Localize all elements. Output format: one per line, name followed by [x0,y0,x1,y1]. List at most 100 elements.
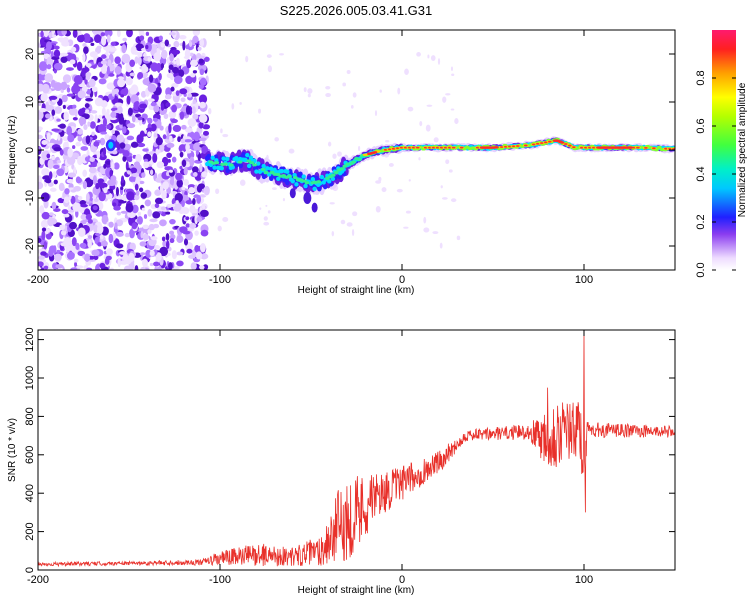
noise-blob [77,227,86,237]
noise-blob [63,111,69,121]
noise-blob [119,260,128,265]
chart-title: S225.2026.005.03.41.G31 [280,3,433,18]
noise-blob [172,124,182,133]
noise-blob [199,68,205,76]
noise-blob [168,110,177,119]
ridge-peak [372,151,378,154]
noise-blob [180,97,186,102]
noise-blob [54,253,62,262]
noise-blob [87,239,92,249]
noise-blob [138,30,143,34]
ridge-peak [564,143,568,145]
noise-blob [119,142,126,149]
ridge-peak [411,146,416,149]
noise-blob [149,262,154,267]
noise-blob [96,45,102,50]
noise-blob [265,204,268,207]
noise-blob [187,93,193,98]
noise-blob [98,114,102,120]
ridge-core [316,180,322,184]
ridge-peak [391,147,396,150]
noise-blob [116,231,124,237]
noise-blob [164,39,170,47]
noise-blob [115,219,124,227]
noise-blob [450,108,455,111]
noise-blob [195,251,203,260]
noise-blob [145,31,150,36]
noise-blob [48,171,53,180]
noise-blob [337,151,342,157]
noise-blob [196,184,203,193]
noise-blob [136,134,144,144]
noise-blob [38,126,43,131]
noise-blob [54,45,60,50]
noise-blob [185,223,190,228]
ridge-peak [399,146,404,149]
noise-blob [198,137,207,142]
noise-blob [106,108,110,115]
noise-blob [114,66,122,75]
noise-blob [109,267,115,270]
noise-blob [162,134,167,140]
noise-blob [72,104,77,109]
ridge-peak [387,148,392,151]
noise-blob [186,248,193,254]
noise-blob [55,264,64,269]
ridge-core [210,155,215,161]
noise-blob [43,30,49,38]
noise-blob [66,178,74,184]
noise-blob [147,229,152,234]
noise-blob [147,83,157,93]
ridge-core [303,183,308,189]
ridge-core [327,179,332,184]
ridge-peak [447,146,452,149]
noise-blob [217,225,222,232]
noise-blob [127,107,133,117]
noise-blob [245,55,249,63]
noise-blob [259,207,262,210]
noise-blob [62,136,69,142]
ridge-core [221,156,226,161]
noise-blob [114,56,121,65]
noise-blob [53,62,63,70]
ridge-peak [523,144,528,147]
ridge-peak [431,146,436,149]
noise-blob [179,111,185,120]
ridge-core [310,176,316,182]
noise-blob [408,179,411,182]
noise-blob [130,84,139,95]
noise-blob [52,164,60,170]
ridge-core [279,168,285,174]
noise-blob [43,265,49,270]
noise-blob [111,161,115,171]
noise-blob [82,33,91,43]
noise-blob [63,196,70,204]
noise-blob [126,30,133,38]
noise-blob [167,203,176,208]
noise-blob [203,130,210,136]
ridge-peak [443,146,448,149]
noise-blob [137,72,144,80]
noise-blob [89,51,98,58]
noise-blob [67,147,73,158]
ridge-core [285,169,290,174]
noise-blob [183,238,189,246]
ridge-band [238,162,244,169]
noise-blob [45,41,52,51]
noise-blob [39,37,47,46]
ridge-core [312,186,317,192]
noise-blob [89,121,96,129]
noise-blob [98,182,108,189]
noise-blob [85,63,92,68]
noise-blob [77,135,83,142]
colorbar-tick-label: 0.2 [695,214,707,229]
noise-blob [121,53,131,64]
ridge-core [254,169,259,174]
ridge-peak [383,148,388,151]
noise-blob [170,118,178,124]
y-tick-label: 400 [24,484,36,502]
noise-blob [172,265,180,270]
ridge-core [292,176,298,180]
noise-blob [116,134,125,143]
